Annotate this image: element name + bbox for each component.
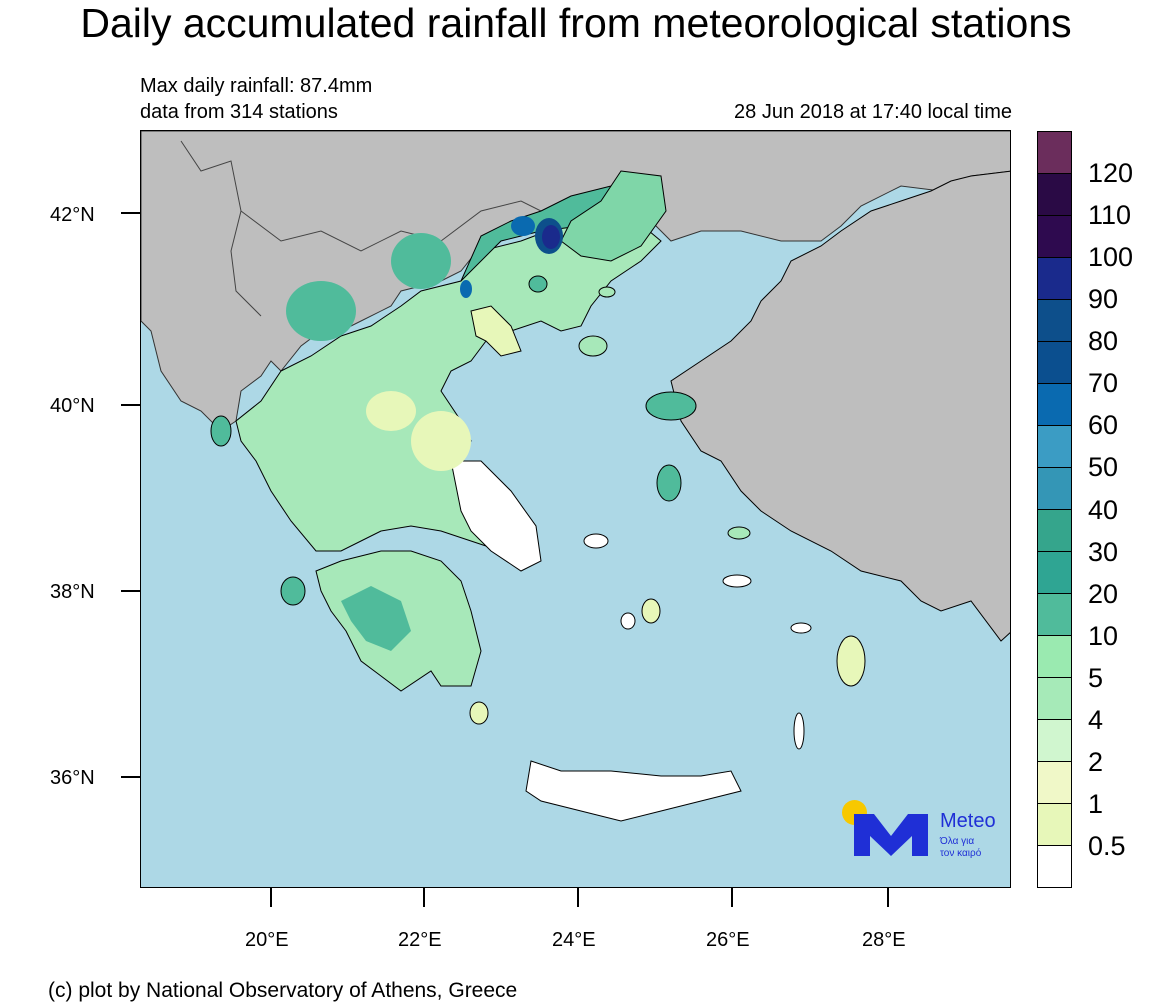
land-northeast xyxy=(560,170,667,262)
colorbar-label: 120 xyxy=(1088,158,1134,189)
island-paros xyxy=(620,612,636,630)
island-lesbos xyxy=(645,391,697,421)
colorbar-label: 70 xyxy=(1088,368,1119,399)
meteo-logo: Meteo Όλα για τον καιρό xyxy=(840,798,1010,862)
land-greece-mainland xyxy=(235,205,662,552)
rain-hotspot-macedonia xyxy=(391,233,451,289)
island-andros xyxy=(583,533,609,549)
lon-tick-mark xyxy=(423,888,425,907)
colorbar-box xyxy=(1038,846,1071,887)
lat-tick-mark xyxy=(121,404,140,406)
colorbar-label: 90 xyxy=(1088,284,1119,315)
land-crete xyxy=(525,760,742,822)
rain-hotspot-xanthi xyxy=(511,216,535,236)
lon-tick-mark xyxy=(270,888,272,907)
island-naxos xyxy=(641,598,661,624)
island-kefalonia xyxy=(280,576,306,606)
lon-tick-label: 24°E xyxy=(552,929,596,951)
map-canvas xyxy=(141,131,1010,822)
max-rainfall-label: Max daily rainfall: 87.4mm xyxy=(140,75,373,97)
island-thasos xyxy=(528,275,548,293)
colorbar-label: 100 xyxy=(1088,242,1134,273)
island-kos xyxy=(790,622,812,634)
colorbar-box xyxy=(1038,552,1071,594)
rain-peloponnese-core xyxy=(341,586,411,651)
timestamp-label: 28 Jun 2018 at 17:40 local time xyxy=(734,101,1012,123)
lat-tick-label: 42°N xyxy=(50,204,95,226)
island-ikaria xyxy=(727,526,751,540)
colorbar-box xyxy=(1038,720,1071,762)
island-samothrace xyxy=(598,286,616,298)
rain-hotspot-kavala xyxy=(460,280,472,298)
colorbar-label: 80 xyxy=(1088,326,1119,357)
island-karpathos xyxy=(793,712,805,750)
island-rhodes xyxy=(836,635,866,687)
lon-tick-label: 26°E xyxy=(706,929,750,951)
chart-title: Daily accumulated rainfall from meteorol… xyxy=(80,0,1072,46)
lat-tick-mark xyxy=(121,776,140,778)
footer-credit: (c) plot by National Observatory of Athe… xyxy=(48,979,518,1002)
colorbar-box xyxy=(1038,384,1071,426)
colorbar-box xyxy=(1038,342,1071,384)
lat-tick-label: 38°N xyxy=(50,581,95,603)
colorbar-label: 5 xyxy=(1088,662,1104,693)
colorbar-label: 60 xyxy=(1088,410,1119,441)
colorbar-label: 4 xyxy=(1088,704,1104,735)
colorbar-box xyxy=(1038,258,1071,300)
colorbar xyxy=(1037,131,1072,888)
island-chios xyxy=(656,464,682,502)
rainfall-map xyxy=(140,130,1011,888)
rain-area-thessaly xyxy=(366,391,416,431)
rain-hotspot-kastoria xyxy=(286,281,356,341)
colorbar-label: 0.5 xyxy=(1088,830,1126,861)
logo-tagline: Όλα για τον καιρό xyxy=(940,836,981,860)
island-samos xyxy=(722,574,752,588)
lon-tick-label: 22°E xyxy=(398,929,442,951)
logo-brand: Meteo xyxy=(940,810,996,832)
m-logo-icon xyxy=(854,814,928,856)
colorbar-box xyxy=(1038,762,1071,804)
colorbar-label: 110 xyxy=(1088,200,1132,231)
rain-area-central xyxy=(411,411,471,471)
island-kythira xyxy=(469,701,489,725)
lon-tick-mark xyxy=(577,888,579,907)
rain-hotspot-thrace-inner xyxy=(542,225,560,249)
colorbar-label: 20 xyxy=(1088,578,1119,609)
land-asia-minor xyxy=(670,170,1010,642)
lat-tick-mark xyxy=(121,590,140,592)
colorbar-box xyxy=(1038,678,1071,720)
stations-count-label: data from 314 stations xyxy=(140,101,338,123)
colorbar-box xyxy=(1038,426,1071,468)
colorbar-box xyxy=(1038,804,1071,846)
colorbar-box xyxy=(1038,174,1071,216)
island-corfu xyxy=(210,415,232,447)
colorbar-label: 50 xyxy=(1088,452,1119,483)
land-euboea-attica xyxy=(450,460,542,572)
colorbar-box xyxy=(1038,300,1071,342)
colorbar-box xyxy=(1038,594,1071,636)
colorbar-label: 2 xyxy=(1088,746,1104,777)
colorbar-box xyxy=(1038,132,1071,174)
logo-tagline-line-2: τον καιρό xyxy=(940,848,982,859)
lat-tick-mark xyxy=(121,212,140,214)
land-chalkidiki xyxy=(470,305,522,357)
colorbar-label: 1 xyxy=(1088,788,1104,819)
colorbar-label: 30 xyxy=(1088,536,1119,567)
lat-tick-label: 36°N xyxy=(50,767,95,789)
lat-tick-label: 40°N xyxy=(50,395,95,417)
lon-tick-mark xyxy=(731,888,733,907)
colorbar-box xyxy=(1038,468,1071,510)
colorbar-label: 10 xyxy=(1088,620,1119,651)
island-lemnos xyxy=(578,335,608,357)
lon-tick-label: 20°E xyxy=(245,929,289,951)
lon-tick-label: 28°E xyxy=(862,929,906,951)
colorbar-box xyxy=(1038,636,1071,678)
colorbar-label: 40 xyxy=(1088,494,1119,525)
logo-tagline-line-1: Όλα για xyxy=(940,836,975,847)
colorbar-box xyxy=(1038,216,1071,258)
lon-tick-mark xyxy=(887,888,889,907)
colorbar-box xyxy=(1038,510,1071,552)
